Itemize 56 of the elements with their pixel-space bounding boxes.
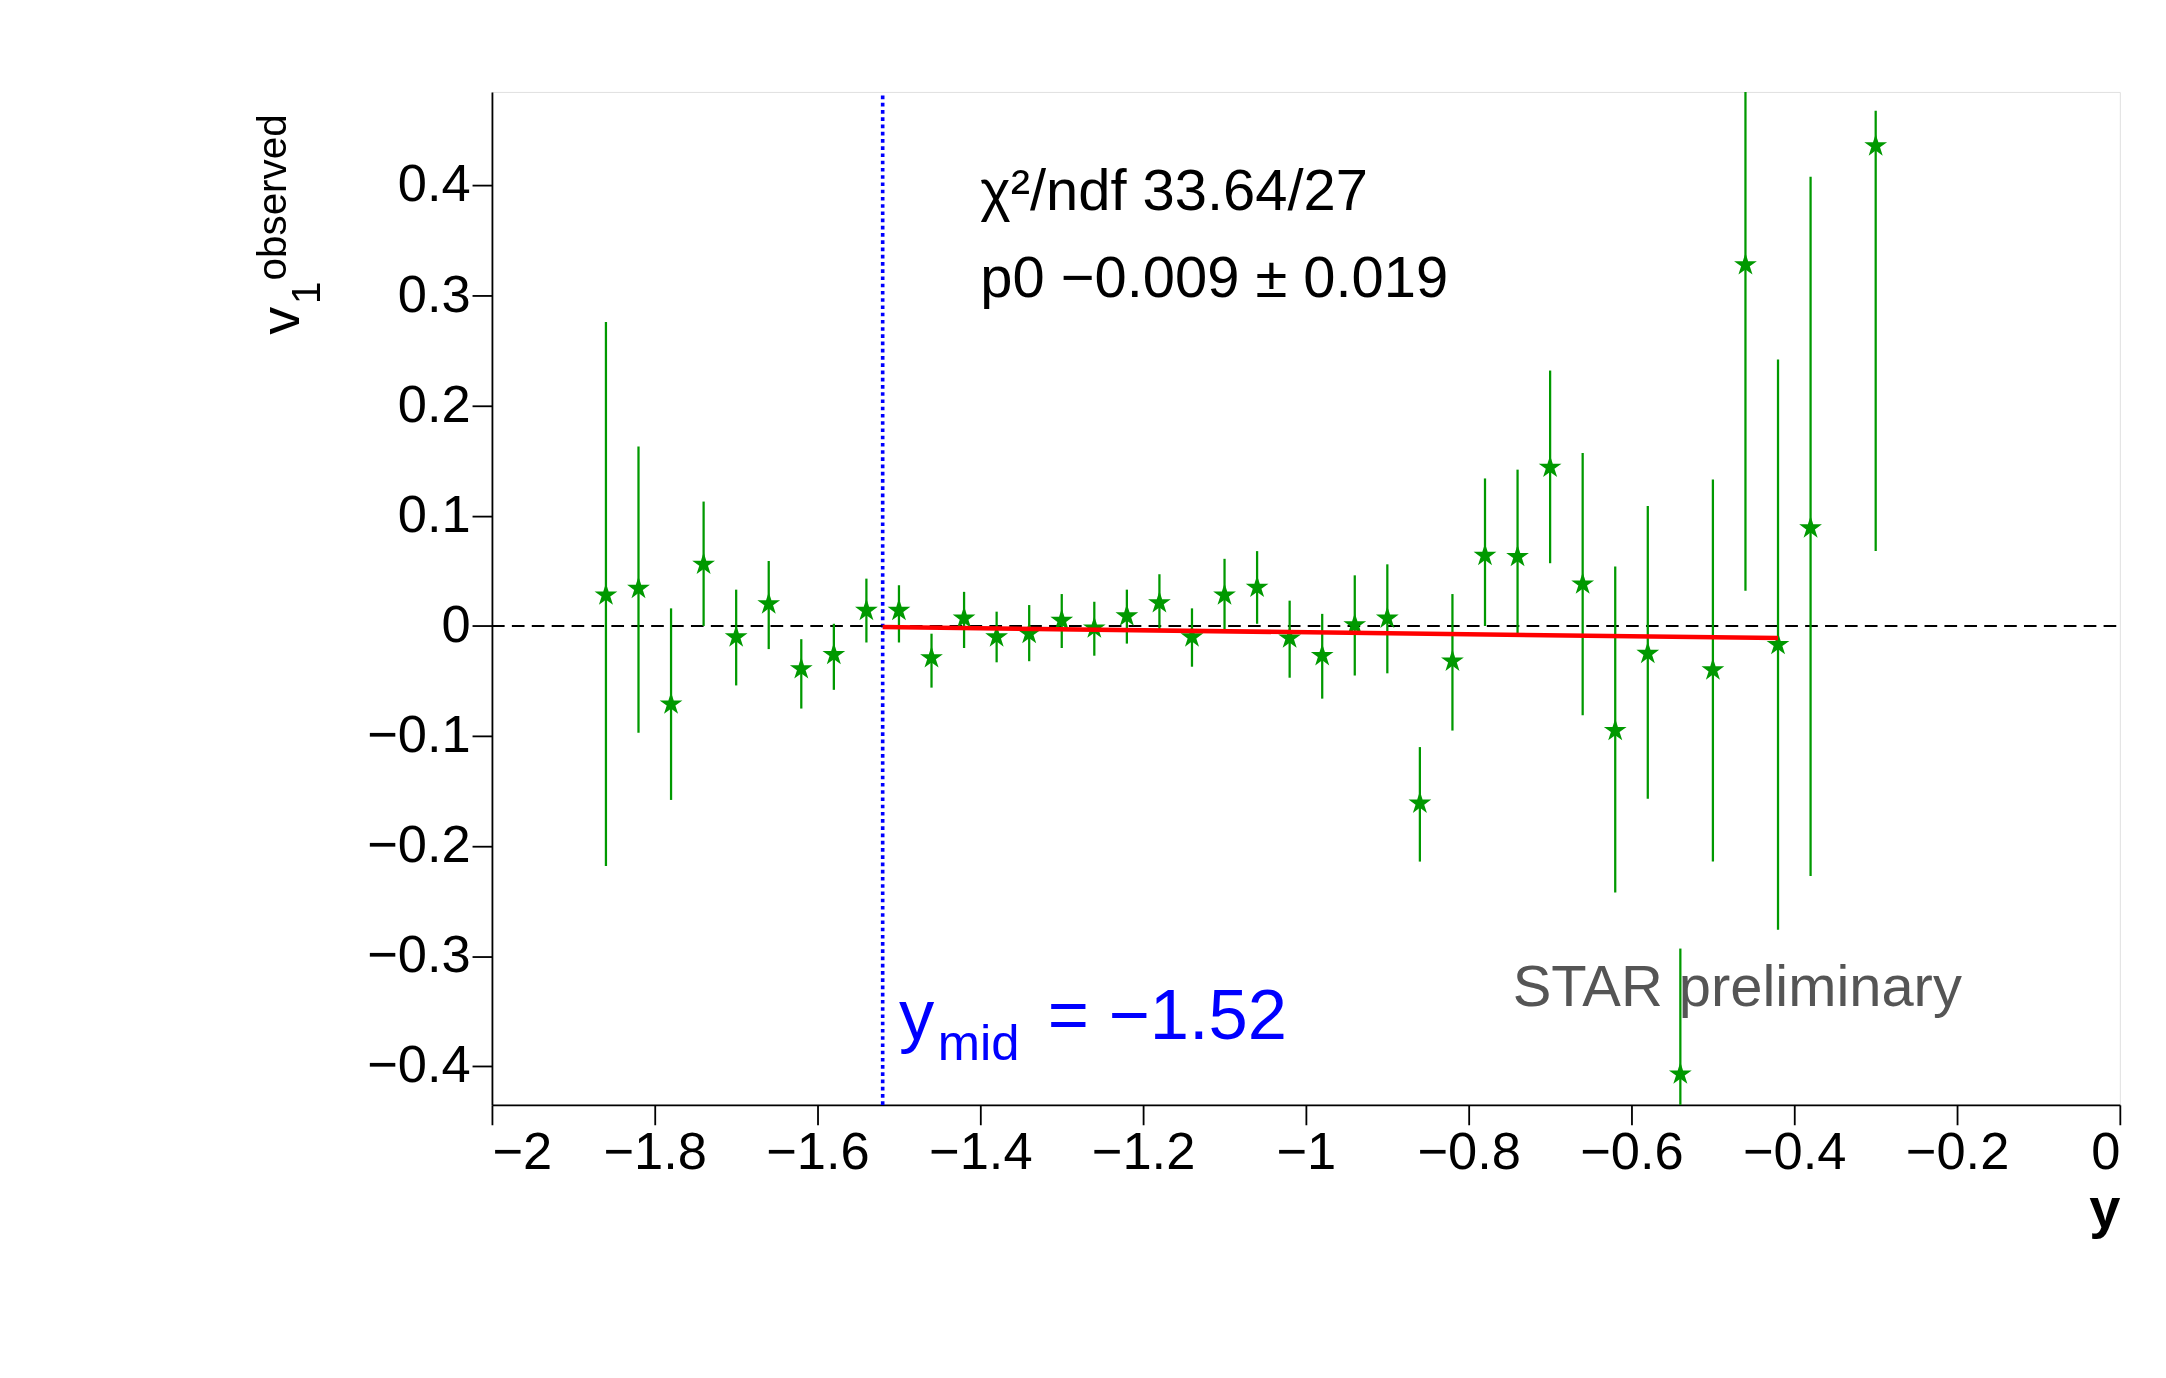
x-tick-label: −0.8 xyxy=(1417,1121,1521,1180)
y-tick-label: 0.3 xyxy=(397,264,471,323)
y-tick-label: −0.4 xyxy=(367,1035,471,1094)
x-tick-label: −1.4 xyxy=(929,1121,1033,1180)
point xyxy=(1864,133,1888,156)
point xyxy=(1571,572,1595,594)
y-tick-label: 0 xyxy=(441,594,471,653)
point xyxy=(887,598,911,621)
point xyxy=(1278,626,1302,648)
x-tick-label: −1.2 xyxy=(1091,1121,1196,1180)
point xyxy=(1180,625,1204,647)
point xyxy=(1375,606,1399,628)
point xyxy=(1441,649,1464,671)
x-tick-label: −0.2 xyxy=(1905,1121,2010,1180)
x-tick-label: −1 xyxy=(1276,1121,1337,1180)
y-tick-label: 0.1 xyxy=(397,484,471,543)
point xyxy=(1636,641,1660,664)
point xyxy=(692,552,715,574)
point xyxy=(1506,544,1529,567)
point xyxy=(952,606,976,628)
x-tick-label: −1.8 xyxy=(603,1121,707,1180)
point xyxy=(1734,252,1757,275)
point xyxy=(1310,643,1334,666)
y-tick-label: −0.1 xyxy=(367,704,471,763)
annotation: p0 −0.009 ± 0.019 xyxy=(980,244,1449,309)
x-tick-label: −0.6 xyxy=(1580,1121,1684,1180)
point xyxy=(920,645,943,668)
x-tick-label: −0.4 xyxy=(1742,1121,1847,1180)
point xyxy=(1473,543,1497,566)
point xyxy=(627,576,650,599)
x-tick-label: −1.6 xyxy=(766,1121,870,1180)
point xyxy=(757,591,781,614)
point xyxy=(855,598,878,621)
y-tick-label: −0.3 xyxy=(367,925,471,984)
point xyxy=(1115,604,1139,626)
point xyxy=(659,692,683,714)
point xyxy=(822,642,846,665)
y-axis-title: v1observed xyxy=(248,114,329,335)
y-tick-label: 0.2 xyxy=(397,374,471,433)
y-tick-label: −0.2 xyxy=(367,815,471,873)
point xyxy=(1408,791,1432,813)
point xyxy=(1701,658,1725,680)
point xyxy=(1799,516,1822,538)
annotation: STAR preliminary xyxy=(1512,953,1962,1018)
annotation: χ²/ndf 33.64/27 xyxy=(980,158,1368,223)
point xyxy=(1538,455,1562,478)
point xyxy=(1603,718,1627,741)
point xyxy=(1148,590,1171,613)
y-tick-label: 0.4 xyxy=(397,154,471,213)
point xyxy=(1213,583,1236,605)
point xyxy=(1668,1062,1692,1084)
point xyxy=(594,583,618,605)
x-tick-label: −2 xyxy=(492,1121,553,1180)
point xyxy=(789,656,813,679)
point xyxy=(724,625,748,647)
point xyxy=(1245,575,1269,598)
